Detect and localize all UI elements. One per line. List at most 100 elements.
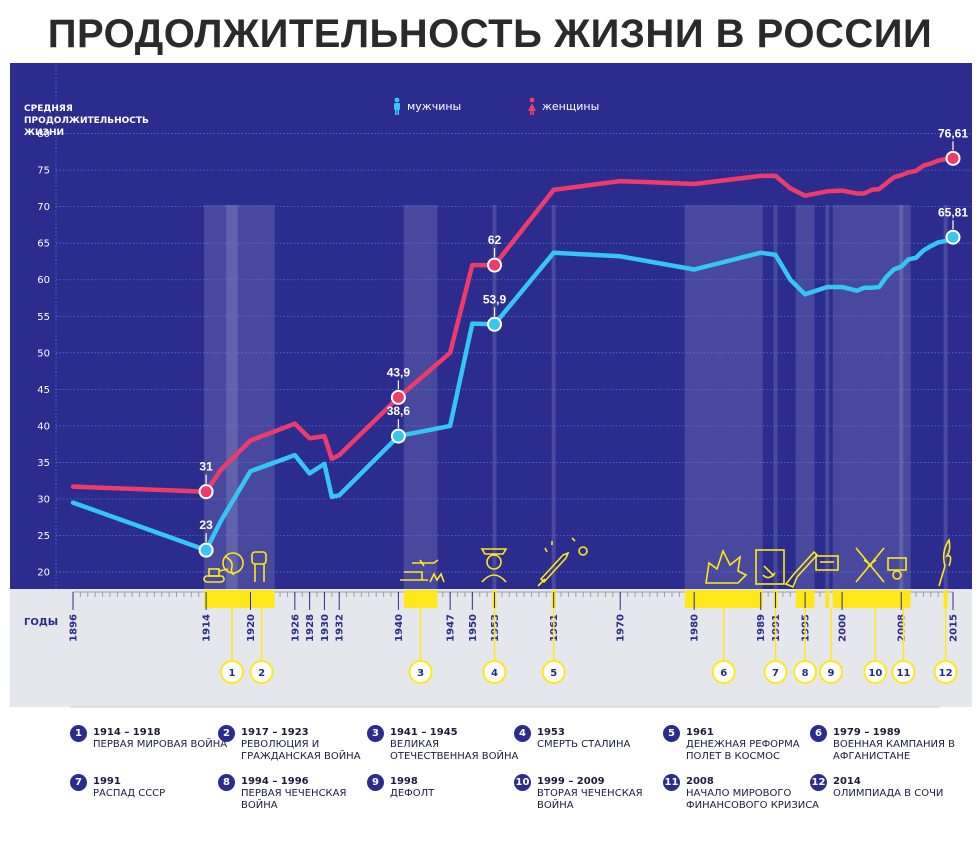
period-bar xyxy=(684,590,763,608)
event-number: 10 xyxy=(514,774,531,791)
marker-label: 10 xyxy=(868,668,882,679)
y-tick-label: 40 xyxy=(37,421,50,432)
marker-circle xyxy=(891,660,916,684)
event-years: 1961 xyxy=(686,727,714,738)
marker-circle xyxy=(818,660,843,684)
event-number: 5 xyxy=(663,725,680,742)
y-tick-label: 20 xyxy=(37,568,50,579)
x-tick-label: 1953 xyxy=(490,614,501,642)
event-description: РАСПАД СССР xyxy=(93,788,166,799)
annotation-label: 43,9 xyxy=(387,365,411,379)
women-line xyxy=(70,156,956,494)
event-description: ДЕНЕЖНАЯ РЕФОРМА ПОЛЕТ В КОСМОС xyxy=(686,739,800,762)
event-number: 8 xyxy=(218,774,235,791)
events-legend: 1 1914 – 1918 ПЕРВАЯ МИРОВАЯ ВОЙНА 2 1917… xyxy=(70,725,960,835)
marker-circle xyxy=(408,660,433,684)
event-years: 1979 – 1989 xyxy=(833,727,901,738)
rocket-icon xyxy=(537,537,588,587)
annotation-point xyxy=(487,257,503,273)
annotation-point xyxy=(945,229,961,245)
x-tick-label: 1980 xyxy=(690,614,701,642)
globe-icon xyxy=(222,552,244,576)
x-tick-label: 1926 xyxy=(290,614,301,642)
crossed-rifles-icon xyxy=(855,547,885,583)
event-icons xyxy=(203,537,952,589)
event-years: 2008 xyxy=(686,776,714,787)
marker-circle xyxy=(793,660,818,684)
event-description: ОЛИМПИАДА В СОЧИ xyxy=(833,788,944,799)
x-tick-label: 1991 xyxy=(771,614,782,642)
x-tick-label: 1989 xyxy=(756,614,767,642)
marker-circle xyxy=(541,660,566,684)
y-tick-label: 55 xyxy=(37,312,50,323)
y-tick-label: 80 xyxy=(37,129,50,140)
y-tick-label: 35 xyxy=(37,458,50,469)
x-axis-label: ГОДЫ xyxy=(24,617,59,628)
annotation-label: 38,6 xyxy=(387,404,411,418)
event-years: 1994 – 1996 xyxy=(241,776,309,787)
period-band xyxy=(795,205,815,589)
y-tick-labels: 20 25 30 35 40 45 50 55 60 65 70 75 80 xyxy=(37,129,50,579)
marker-label: 5 xyxy=(550,668,557,679)
marker-circle xyxy=(482,660,507,684)
fist-icon xyxy=(251,551,267,582)
event-description: ПЕРВАЯ МИРОВАЯ ВОЙНА xyxy=(93,739,228,750)
event-description: НАЧАЛО МИРОВОГО ФИНАНСОВОГО КРИЗИСА xyxy=(686,788,820,811)
annotation-label: 62 xyxy=(488,233,502,247)
period-band xyxy=(492,205,497,589)
period-markers: 1 2 3 4 5 6 7 8 9 10 11 12 xyxy=(219,608,958,684)
x-tick-label: 1930 xyxy=(320,614,331,642)
x-tick-label: 1928 xyxy=(305,614,316,642)
rifle-icon xyxy=(784,550,819,589)
period-band xyxy=(832,205,911,589)
x-tick-label: 1920 xyxy=(246,614,257,642)
coin-icon xyxy=(887,557,907,580)
event-description: ПЕРВАЯ ЧЕЧЕНСКАЯ ВОЙНА xyxy=(241,788,347,811)
period-band xyxy=(403,205,438,589)
y-tick-label: 50 xyxy=(37,348,50,359)
event-description: ДЕФОЛТ xyxy=(390,788,435,799)
x-tick-label: 1970 xyxy=(616,614,627,642)
event-description: ВЕЛИКАЯ ОТЕЧЕСТВЕННАЯ ВОЙНА xyxy=(390,739,519,762)
event-years: 1914 – 1918 xyxy=(93,727,161,738)
x-tick-label: 1961 xyxy=(549,614,560,642)
y-tick-label: 70 xyxy=(37,202,50,213)
annotation-point xyxy=(487,316,503,332)
event-description: ВОЕННАЯ КАМПАНИЯ В АФГАНИСТАНЕ xyxy=(833,739,955,762)
marker-label: 6 xyxy=(720,668,727,679)
marker-label: 11 xyxy=(896,668,910,679)
event-number: 6 xyxy=(810,725,827,742)
plane-icon xyxy=(400,559,445,583)
marker-label: 1 xyxy=(229,668,236,679)
annotation-point xyxy=(945,150,961,166)
event-years: 1953 xyxy=(537,727,565,738)
period-band xyxy=(226,205,275,589)
event-years: 1991 xyxy=(93,776,121,787)
event-years: 1917 – 1923 xyxy=(241,727,309,738)
period-bar xyxy=(943,590,948,608)
marker-label: 4 xyxy=(491,668,498,679)
currency-icon xyxy=(815,555,839,571)
timeline-panel xyxy=(10,589,972,707)
marker-circle xyxy=(863,660,888,684)
period-bar xyxy=(403,590,438,608)
x-tick-label: 1896 xyxy=(69,614,80,642)
marker-circle xyxy=(711,660,736,684)
x-tick-label: 1947 xyxy=(446,614,457,642)
period-band xyxy=(551,205,556,589)
period-bar xyxy=(832,590,911,608)
x-tick-label: 2015 xyxy=(949,614,960,642)
event-years: 1999 – 2009 xyxy=(537,776,605,787)
y-tick-label: 75 xyxy=(37,166,50,177)
event-years: 1998 xyxy=(390,776,418,787)
annotation-label: 76,61 xyxy=(938,126,968,140)
marker-circle xyxy=(219,660,244,684)
x-tick-labels: 1896 1914 1920 1926 1928 1930 1932 1940 1947 1950… xyxy=(69,592,960,642)
event-years: 1941 – 1945 xyxy=(390,727,458,738)
marker-label: 8 xyxy=(802,668,809,679)
period-band xyxy=(943,205,948,589)
y-tick-label: 60 xyxy=(37,275,50,286)
legend-women-label: женщины xyxy=(542,100,600,113)
man-icon xyxy=(394,97,400,115)
grid xyxy=(55,63,972,589)
